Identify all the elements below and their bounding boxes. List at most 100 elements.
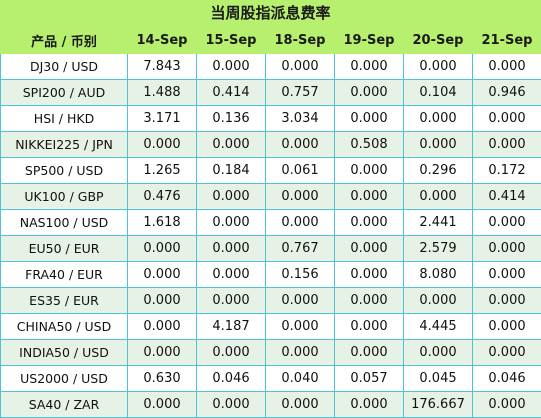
product-cell: ES35 / EUR — [1, 288, 128, 314]
rate-cell: 4.445 — [404, 314, 473, 340]
rate-cell: 0.184 — [197, 158, 266, 184]
column-header-date: 20-Sep — [404, 27, 473, 54]
rate-cell: 0.000 — [335, 236, 404, 262]
rate-cell: 0.000 — [128, 340, 197, 366]
rate-cell: 3.171 — [128, 106, 197, 132]
rate-cell: 0.000 — [335, 314, 404, 340]
rate-cell: 8.080 — [404, 262, 473, 288]
rate-cell: 0.000 — [404, 340, 473, 366]
rate-cell: 0.000 — [128, 288, 197, 314]
rate-cell: 0.000 — [335, 288, 404, 314]
product-cell: SP500 / USD — [1, 158, 128, 184]
rate-cell: 0.946 — [473, 80, 541, 106]
rate-cell: 176.667 — [404, 392, 473, 418]
rate-cell: 0.476 — [128, 184, 197, 210]
rate-cell: 7.843 — [128, 54, 197, 80]
rate-cell: 0.046 — [473, 366, 541, 392]
rate-cell: 1.265 — [128, 158, 197, 184]
rate-cell: 0.000 — [197, 236, 266, 262]
product-cell: FRA40 / EUR — [1, 262, 128, 288]
product-cell: CHINA50 / USD — [1, 314, 128, 340]
rate-cell: 0.000 — [404, 132, 473, 158]
rate-cell: 0.000 — [266, 314, 335, 340]
rate-cell: 0.046 — [197, 366, 266, 392]
rate-cell: 0.000 — [266, 210, 335, 236]
rate-cell: 0.000 — [335, 106, 404, 132]
rate-cell: 0.296 — [404, 158, 473, 184]
rate-cell: 0.000 — [473, 288, 541, 314]
rate-cell: 0.172 — [473, 158, 541, 184]
rate-cell: 2.579 — [404, 236, 473, 262]
sheet-title: 当周股指派息费率 — [0, 0, 541, 26]
rate-cell: 0.000 — [128, 392, 197, 418]
rate-cell: 0.000 — [197, 210, 266, 236]
product-cell: NIKKEI225 / JPN — [1, 132, 128, 158]
rate-cell: 0.000 — [197, 184, 266, 210]
rate-cell: 0.000 — [335, 340, 404, 366]
rate-cell: 0.000 — [404, 288, 473, 314]
rate-cell: 0.000 — [404, 106, 473, 132]
rate-cell: 0.000 — [128, 262, 197, 288]
rate-cell: 0.000 — [197, 392, 266, 418]
rate-cell: 0.000 — [266, 340, 335, 366]
rate-cell: 0.757 — [266, 80, 335, 106]
rate-cell: 0.000 — [335, 210, 404, 236]
rate-cell: 0.000 — [473, 106, 541, 132]
rate-cell: 0.000 — [473, 262, 541, 288]
product-cell: US2000 / USD — [1, 366, 128, 392]
rate-cell: 0.104 — [404, 80, 473, 106]
rate-cell: 0.000 — [266, 184, 335, 210]
rate-cell: 0.000 — [473, 314, 541, 340]
rate-cell: 0.000 — [128, 236, 197, 262]
rate-cell: 0.156 — [266, 262, 335, 288]
rate-cell: 0.000 — [197, 262, 266, 288]
rate-cell: 0.000 — [473, 54, 541, 80]
rate-cell: 0.000 — [197, 54, 266, 80]
product-cell: HSI / HKD — [1, 106, 128, 132]
rate-cell: 0.000 — [473, 210, 541, 236]
rate-cell: 0.000 — [266, 392, 335, 418]
rate-cell: 0.000 — [473, 236, 541, 262]
rate-cell: 0.000 — [335, 392, 404, 418]
rate-cell: 0.000 — [473, 132, 541, 158]
product-cell: SPI200 / AUD — [1, 80, 128, 106]
column-header-date: 18-Sep — [266, 27, 335, 54]
rate-cell: 0.000 — [473, 392, 541, 418]
rate-cell: 0.000 — [404, 184, 473, 210]
product-cell: NAS100 / USD — [1, 210, 128, 236]
rate-cell: 0.508 — [335, 132, 404, 158]
column-header-date: 14-Sep — [128, 27, 197, 54]
product-cell: INDIA50 / USD — [1, 340, 128, 366]
rate-cell: 0.630 — [128, 366, 197, 392]
column-header-product: 产品 / 币别 — [1, 27, 128, 54]
rate-cell: 0.000 — [335, 158, 404, 184]
rate-cell: 0.000 — [266, 54, 335, 80]
rate-cell: 0.061 — [266, 158, 335, 184]
rate-cell: 2.441 — [404, 210, 473, 236]
rate-cell: 0.000 — [197, 340, 266, 366]
product-cell: SA40 / ZAR — [1, 392, 128, 418]
rate-cell: 0.045 — [404, 366, 473, 392]
rate-cell: 0.000 — [335, 262, 404, 288]
rate-cell: 0.040 — [266, 366, 335, 392]
rate-cell: 0.000 — [128, 132, 197, 158]
rate-cell: 0.414 — [197, 80, 266, 106]
rate-cell: 0.000 — [404, 54, 473, 80]
dividend-table: 产品 / 币别 14-Sep 15-Sep 18-Sep 19-Sep 20-S… — [0, 26, 541, 418]
rate-cell: 0.000 — [473, 340, 541, 366]
column-header-date: 19-Sep — [335, 27, 404, 54]
rate-cell: 0.000 — [128, 314, 197, 340]
